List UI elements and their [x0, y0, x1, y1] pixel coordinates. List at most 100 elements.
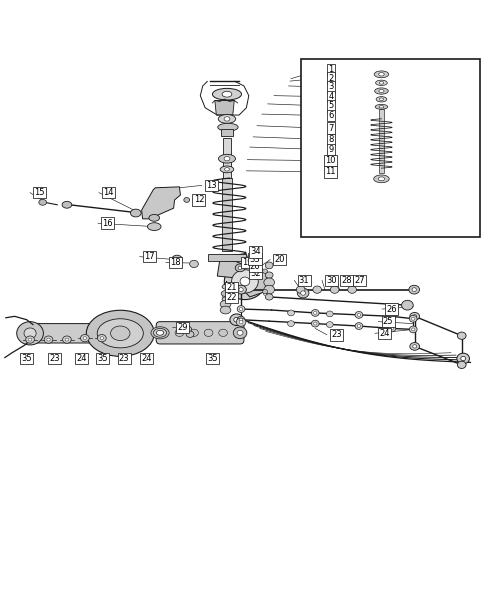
Ellipse shape — [409, 312, 419, 320]
Text: 35: 35 — [97, 354, 108, 363]
Ellipse shape — [326, 311, 333, 317]
Ellipse shape — [186, 331, 194, 337]
Text: 7: 7 — [327, 124, 333, 133]
Ellipse shape — [238, 287, 242, 292]
Ellipse shape — [222, 297, 228, 302]
Text: 24: 24 — [141, 354, 152, 363]
Text: 24: 24 — [76, 354, 87, 363]
Ellipse shape — [62, 336, 71, 343]
Ellipse shape — [265, 294, 272, 300]
Ellipse shape — [287, 310, 294, 316]
Text: 14: 14 — [103, 188, 114, 197]
Ellipse shape — [237, 306, 244, 312]
Ellipse shape — [408, 326, 416, 333]
Text: 22: 22 — [226, 293, 237, 302]
Ellipse shape — [62, 201, 72, 208]
Ellipse shape — [24, 328, 36, 339]
Ellipse shape — [409, 343, 419, 350]
Ellipse shape — [389, 327, 393, 330]
Ellipse shape — [265, 272, 272, 278]
Ellipse shape — [387, 313, 395, 320]
Text: 32: 32 — [249, 269, 260, 278]
Ellipse shape — [312, 286, 321, 293]
Ellipse shape — [296, 286, 304, 293]
Ellipse shape — [263, 285, 274, 294]
Ellipse shape — [373, 175, 388, 183]
Ellipse shape — [354, 312, 362, 318]
Ellipse shape — [378, 81, 383, 84]
Bar — [300, 59, 479, 237]
Text: 26: 26 — [249, 262, 260, 271]
Ellipse shape — [354, 323, 362, 329]
Ellipse shape — [97, 319, 143, 348]
Text: 27: 27 — [354, 276, 364, 285]
Ellipse shape — [330, 286, 338, 293]
Ellipse shape — [387, 325, 395, 332]
Ellipse shape — [16, 322, 44, 345]
Ellipse shape — [378, 72, 383, 76]
Text: 3: 3 — [327, 82, 333, 91]
Text: 35: 35 — [21, 354, 32, 363]
Ellipse shape — [313, 322, 317, 325]
FancyBboxPatch shape — [156, 322, 243, 344]
Ellipse shape — [311, 320, 318, 327]
Text: 21: 21 — [226, 283, 237, 292]
Ellipse shape — [410, 328, 414, 331]
Ellipse shape — [175, 329, 183, 336]
Ellipse shape — [240, 277, 249, 286]
Ellipse shape — [171, 255, 182, 264]
Ellipse shape — [262, 269, 267, 273]
Ellipse shape — [375, 80, 386, 85]
Text: 19: 19 — [242, 258, 252, 267]
FancyBboxPatch shape — [207, 254, 246, 260]
Ellipse shape — [222, 91, 231, 97]
Text: 28: 28 — [340, 276, 351, 285]
Ellipse shape — [217, 123, 238, 131]
Text: 18: 18 — [170, 258, 181, 267]
Ellipse shape — [238, 266, 242, 270]
Text: 5: 5 — [328, 101, 333, 110]
Ellipse shape — [263, 278, 274, 287]
FancyBboxPatch shape — [222, 178, 231, 251]
Ellipse shape — [229, 314, 243, 326]
Polygon shape — [217, 260, 266, 297]
Ellipse shape — [378, 90, 383, 92]
Ellipse shape — [235, 285, 246, 294]
Text: 30: 30 — [326, 276, 336, 285]
Ellipse shape — [237, 316, 244, 323]
Polygon shape — [141, 187, 180, 219]
Ellipse shape — [239, 318, 242, 321]
Ellipse shape — [239, 307, 242, 310]
Ellipse shape — [65, 338, 69, 341]
Ellipse shape — [412, 315, 416, 318]
Text: 26: 26 — [386, 305, 396, 313]
Text: 20: 20 — [274, 255, 285, 264]
Ellipse shape — [239, 320, 242, 324]
Ellipse shape — [233, 327, 246, 339]
Ellipse shape — [456, 361, 465, 369]
Ellipse shape — [408, 285, 419, 294]
Ellipse shape — [262, 289, 267, 294]
Ellipse shape — [97, 335, 106, 342]
FancyBboxPatch shape — [223, 138, 230, 178]
Ellipse shape — [375, 97, 386, 102]
Ellipse shape — [224, 157, 229, 161]
Ellipse shape — [313, 312, 317, 315]
Ellipse shape — [110, 326, 130, 340]
Ellipse shape — [174, 257, 179, 262]
Ellipse shape — [189, 260, 198, 267]
Ellipse shape — [212, 88, 241, 100]
Ellipse shape — [356, 313, 360, 316]
Ellipse shape — [411, 287, 415, 292]
Text: 25: 25 — [382, 317, 393, 326]
Ellipse shape — [460, 356, 465, 360]
Ellipse shape — [218, 329, 227, 336]
Ellipse shape — [189, 329, 198, 336]
Ellipse shape — [456, 332, 465, 339]
Ellipse shape — [39, 200, 46, 205]
Ellipse shape — [378, 105, 383, 108]
Text: 2: 2 — [328, 74, 333, 82]
Ellipse shape — [233, 317, 239, 322]
Ellipse shape — [44, 336, 53, 343]
Ellipse shape — [218, 115, 235, 123]
